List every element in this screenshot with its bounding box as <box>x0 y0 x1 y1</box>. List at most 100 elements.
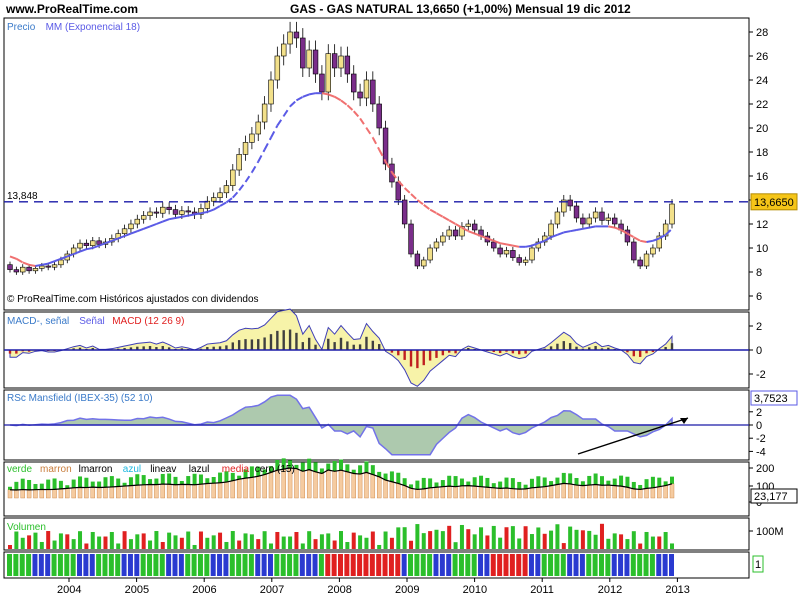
osc-bar <box>351 473 356 499</box>
signal-bar <box>395 554 401 576</box>
signal-bar <box>64 554 70 576</box>
ema-segment <box>403 187 412 195</box>
osc-green-bar <box>574 477 579 486</box>
signal-bar <box>458 554 464 576</box>
osc-green-bar <box>396 472 401 484</box>
volume-bar <box>141 533 146 549</box>
osc-bar <box>542 486 547 499</box>
osc-green-bar <box>116 478 121 487</box>
osc-bar <box>663 485 668 499</box>
osc-bar <box>236 479 242 499</box>
candle-body <box>83 242 90 246</box>
volume-bar <box>389 537 394 549</box>
signal-bar <box>204 554 210 576</box>
ema-segment <box>302 93 310 98</box>
candle-body <box>166 206 172 210</box>
candle-body <box>121 228 128 234</box>
osc-bar <box>103 487 108 499</box>
macd-histogram-bar <box>575 346 578 350</box>
osc-green-bar <box>154 478 159 485</box>
candle-body <box>344 55 351 75</box>
macd-tick-label: 2 <box>756 321 762 333</box>
candle-body <box>561 199 567 213</box>
osc-green-bar <box>459 478 464 486</box>
volume-bar <box>587 530 592 549</box>
signal-bar <box>357 554 363 576</box>
volume-bar <box>211 535 216 549</box>
ema-segment <box>295 95 304 102</box>
volume-bar <box>561 543 566 549</box>
ema-segment <box>455 223 463 229</box>
signal-bar <box>299 554 305 576</box>
macd-histogram-bar <box>15 350 18 354</box>
signal-bar <box>7 554 12 576</box>
volume-bar <box>237 540 242 549</box>
ema-segment <box>569 229 577 233</box>
macd-histogram-bar <box>288 329 292 350</box>
ema-segment <box>550 233 558 239</box>
osc-green-bar <box>256 466 261 477</box>
ema-segment <box>47 260 55 265</box>
volume-bar <box>555 524 560 549</box>
osc-green-bar <box>593 473 598 485</box>
candle-body <box>261 103 268 123</box>
osc-bar <box>402 485 407 499</box>
osc-bar <box>90 486 95 499</box>
legend-entry: marron <box>40 464 72 475</box>
signal-bar <box>153 554 159 576</box>
ema-segment <box>105 239 113 245</box>
osc-green-bar <box>542 477 547 487</box>
macd-histogram-bar <box>352 344 355 350</box>
candle-body <box>433 241 440 249</box>
macd-histogram-bar <box>390 350 394 353</box>
volume-bar <box>351 532 356 549</box>
ema-segment <box>506 243 514 247</box>
volume-bar <box>46 531 51 549</box>
osc-bar <box>217 482 223 499</box>
signal-bar <box>573 554 579 576</box>
ema-segment <box>652 237 660 242</box>
osc-bar <box>485 487 490 499</box>
signal-bar <box>172 554 178 576</box>
ema-segment <box>334 95 342 102</box>
osc-green-bar <box>510 478 515 489</box>
volume-bar <box>440 531 445 549</box>
volume-bar <box>97 536 102 549</box>
legend-entry: media <box>222 464 250 475</box>
osc-bar <box>529 487 535 499</box>
site-name[interactable]: www.ProRealTime.com <box>6 2 139 16</box>
osc-bar <box>567 483 573 499</box>
osc-bar <box>147 484 153 499</box>
ema-segment <box>270 125 279 139</box>
ema-segment <box>149 223 157 228</box>
ema-segment <box>124 232 132 237</box>
ema-segment <box>633 236 641 242</box>
volume-bar <box>504 527 509 549</box>
macd-histogram-bar <box>632 350 636 357</box>
volume-bar <box>122 531 127 549</box>
signal-bar <box>102 554 108 576</box>
osc-green-bar <box>377 471 382 477</box>
volume-bar <box>657 536 662 549</box>
ema-segment <box>156 220 164 225</box>
ema-segment <box>589 225 596 229</box>
macd-histogram-bar <box>301 342 305 350</box>
osc-green-bar <box>663 481 668 486</box>
volume-tick-label: 100M <box>756 526 784 538</box>
ema-segment <box>448 219 457 225</box>
osc-bar <box>536 487 541 499</box>
osc-bar <box>306 469 312 499</box>
osc-bar <box>186 484 191 499</box>
macd-histogram-bar <box>148 346 152 350</box>
macd-histogram-bar <box>263 337 266 350</box>
chart-title: GAS - GAS NATURAL 13,6650 (+1,00%) Mensu… <box>290 2 631 16</box>
macd-histogram-bar <box>549 346 553 350</box>
candle-body <box>643 253 650 267</box>
signal-bar <box>376 554 382 576</box>
osc-bar <box>650 487 656 499</box>
ema-segment <box>321 92 329 96</box>
osc-green-bar <box>84 477 89 488</box>
osc-green-bar <box>8 486 12 490</box>
ema-segment <box>384 161 393 173</box>
macd-histogram-bar <box>250 339 254 350</box>
